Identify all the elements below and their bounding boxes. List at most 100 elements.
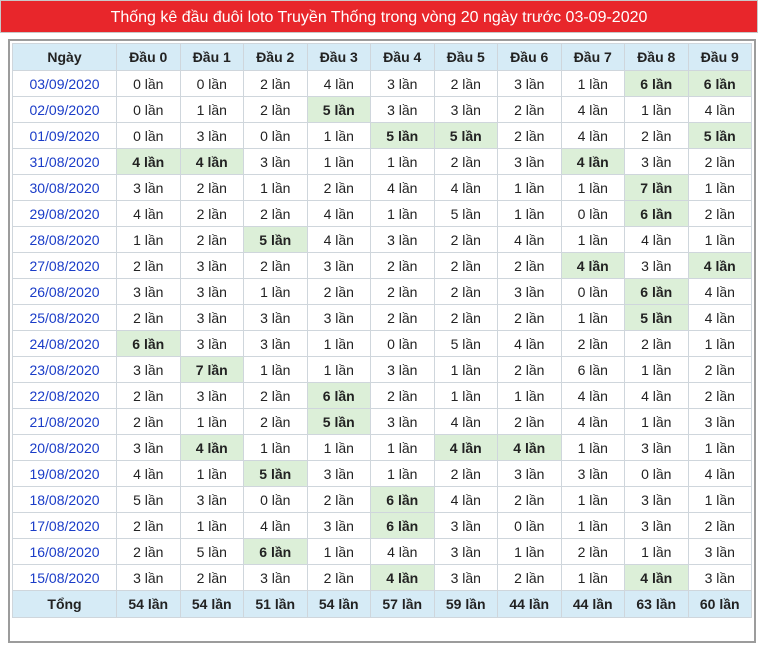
count-cell: 5 lần xyxy=(687,122,752,149)
total-row: Tổng 54 lần 54 lần 51 lần 54 lần 57 lần … xyxy=(12,590,752,618)
count-cell: 3 lần xyxy=(306,304,371,331)
date-cell: 02/09/2020 xyxy=(12,96,117,123)
count-cell: 3 lần xyxy=(497,148,562,175)
date-cell: 27/08/2020 xyxy=(12,252,117,279)
count-cell: 4 lần xyxy=(687,252,752,279)
count-cell: 4 lần xyxy=(687,96,752,123)
count-cell: 1 lần xyxy=(624,538,689,565)
table-row: 19/08/2020 4 lần 1 lần 5 lần 3 lần 1 lần 2 lần… xyxy=(12,460,752,487)
total-cell: 63 lần xyxy=(624,590,689,618)
count-cell: 2 lần xyxy=(370,382,435,409)
date-cell: 31/08/2020 xyxy=(12,148,117,175)
count-cell: 1 lần xyxy=(243,278,308,305)
count-cell: 5 lần xyxy=(433,330,498,357)
table-row: 21/08/2020 2 lần 1 lần 2 lần 5 lần 3 lần 4 lần… xyxy=(12,408,752,435)
count-cell: 1 lần xyxy=(624,96,689,123)
count-cell: 3 lần xyxy=(179,486,244,513)
count-cell: 6 lần xyxy=(370,512,435,539)
count-cell: 1 lần xyxy=(497,538,562,565)
count-cell: 3 lần xyxy=(306,512,371,539)
count-cell: 1 lần xyxy=(243,434,308,461)
header-dau-3: Đầu 3 xyxy=(306,43,371,71)
total-cell: 44 lần xyxy=(497,590,562,618)
count-cell: 4 lần xyxy=(179,148,244,175)
count-cell: 4 lần xyxy=(370,174,435,201)
total-label: Tổng xyxy=(12,590,117,618)
table-row: 22/08/2020 2 lần 3 lần 2 lần 6 lần 2 lần 1 lần… xyxy=(12,382,752,409)
count-cell: 2 lần xyxy=(116,382,181,409)
count-cell: 1 lần xyxy=(560,512,625,539)
count-cell: 2 lần xyxy=(497,96,562,123)
count-cell: 2 lần xyxy=(433,304,498,331)
count-cell: 4 lần xyxy=(433,174,498,201)
count-cell: 5 lần xyxy=(306,408,371,435)
table-row: 18/08/2020 5 lần 3 lần 0 lần 2 lần 6 lần 4 lần… xyxy=(12,486,752,513)
count-cell: 2 lần xyxy=(497,252,562,279)
count-cell: 3 lần xyxy=(306,252,371,279)
count-cell: 3 lần xyxy=(497,70,562,97)
count-cell: 2 lần xyxy=(497,486,562,513)
count-cell: 2 lần xyxy=(243,382,308,409)
date-cell: 24/08/2020 xyxy=(12,330,117,357)
count-cell: 3 lần xyxy=(433,538,498,565)
count-cell: 4 lần xyxy=(433,408,498,435)
count-cell: 5 lần xyxy=(243,226,308,253)
count-cell: 5 lần xyxy=(243,460,308,487)
date-cell: 23/08/2020 xyxy=(12,356,117,383)
count-cell: 2 lần xyxy=(433,278,498,305)
count-cell: 2 lần xyxy=(306,486,371,513)
count-cell: 6 lần xyxy=(687,70,752,97)
count-cell: 4 lần xyxy=(370,538,435,565)
count-cell: 3 lần xyxy=(116,434,181,461)
count-cell: 1 lần xyxy=(687,226,752,253)
count-cell: 0 lần xyxy=(179,70,244,97)
count-cell: 1 lần xyxy=(560,304,625,331)
count-cell: 6 lần xyxy=(624,278,689,305)
count-cell: 1 lần xyxy=(179,408,244,435)
count-cell: 2 lần xyxy=(306,174,371,201)
count-cell: 4 lần xyxy=(624,564,689,591)
count-cell: 4 lần xyxy=(560,382,625,409)
date-cell: 17/08/2020 xyxy=(12,512,117,539)
count-cell: 3 lần xyxy=(116,174,181,201)
header-dau-2: Đầu 2 xyxy=(243,43,308,71)
count-cell: 2 lần xyxy=(370,278,435,305)
count-cell: 2 lần xyxy=(624,330,689,357)
count-cell: 2 lần xyxy=(116,538,181,565)
count-cell: 1 lần xyxy=(370,200,435,227)
count-cell: 4 lần xyxy=(306,70,371,97)
count-cell: 3 lần xyxy=(243,330,308,357)
count-cell: 2 lần xyxy=(243,252,308,279)
table-row: 25/08/2020 2 lần 3 lần 3 lần 3 lần 2 lần 2 lần… xyxy=(12,304,752,331)
count-cell: 3 lần xyxy=(497,278,562,305)
count-cell: 2 lần xyxy=(116,512,181,539)
count-cell: 3 lần xyxy=(243,304,308,331)
table-row: 28/08/2020 1 lần 2 lần 5 lần 4 lần 3 lần 2 lần… xyxy=(12,226,752,253)
count-cell: 3 lần xyxy=(433,96,498,123)
count-cell: 4 lần xyxy=(306,226,371,253)
count-cell: 1 lần xyxy=(687,486,752,513)
header-dau-0: Đầu 0 xyxy=(116,43,181,71)
stats-table-container: Ngày Đầu 0 Đầu 1 Đầu 2 Đầu 3 Đầu 4 Đầu 5… xyxy=(8,39,756,643)
header-dau-6: Đầu 6 xyxy=(497,43,562,71)
count-cell: 4 lần xyxy=(560,148,625,175)
table-row: 15/08/2020 3 lần 2 lần 3 lần 2 lần 4 lần 3 lần… xyxy=(12,564,752,591)
count-cell: 5 lần xyxy=(433,200,498,227)
count-cell: 3 lần xyxy=(433,564,498,591)
total-cell: 57 lần xyxy=(370,590,435,618)
date-cell: 15/08/2020 xyxy=(12,564,117,591)
count-cell: 0 lần xyxy=(370,330,435,357)
table-row: 26/08/2020 3 lần 3 lần 1 lần 2 lần 2 lần 2 lần… xyxy=(12,278,752,305)
count-cell: 3 lần xyxy=(306,460,371,487)
count-cell: 2 lần xyxy=(179,564,244,591)
count-cell: 1 lần xyxy=(179,512,244,539)
count-cell: 1 lần xyxy=(243,356,308,383)
header-dau-5: Đầu 5 xyxy=(433,43,498,71)
count-cell: 2 lần xyxy=(179,226,244,253)
count-cell: 3 lần xyxy=(179,330,244,357)
count-cell: 1 lần xyxy=(433,382,498,409)
date-cell: 28/08/2020 xyxy=(12,226,117,253)
count-cell: 2 lần xyxy=(560,330,625,357)
count-cell: 2 lần xyxy=(624,122,689,149)
date-cell: 18/08/2020 xyxy=(12,486,117,513)
